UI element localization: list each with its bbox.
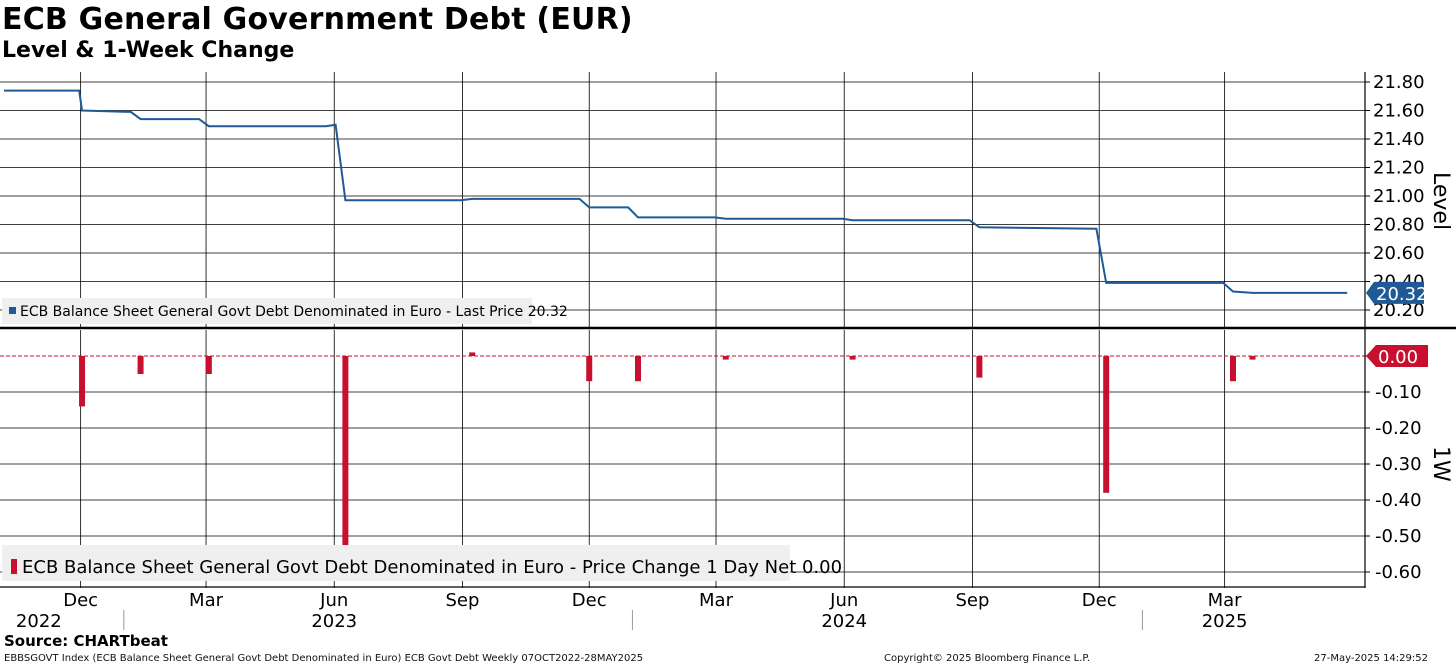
top-ytick-label: 20.20 xyxy=(1373,300,1425,321)
level-series-line xyxy=(4,89,1348,294)
change-bar xyxy=(1249,356,1256,360)
chart-subtitle: Level & 1-Week Change xyxy=(2,38,295,63)
x-year-label: 2023 xyxy=(311,611,357,632)
top-legend-text: ECB Balance Sheet General Govt Debt Deno… xyxy=(20,304,568,320)
x-month-label: Dec xyxy=(1082,590,1117,611)
top-ytick-label: 20.80 xyxy=(1373,215,1425,236)
last-value-tag-level xyxy=(1366,281,1424,304)
change-bar xyxy=(976,356,983,378)
bottom-ytick-label: -0.60 xyxy=(1375,562,1422,583)
x-month-label: Sep xyxy=(445,590,479,611)
top-ytick-label: 21.40 xyxy=(1373,129,1425,150)
x-month-label: Jun xyxy=(319,590,348,611)
x-month-label: Mar xyxy=(699,590,734,611)
change-bar xyxy=(1103,356,1110,493)
bottom-axis-title: 1W xyxy=(1428,446,1453,482)
source-label: Source: CHARTbeat xyxy=(4,632,168,650)
change-bar xyxy=(1229,356,1236,382)
change-bar xyxy=(342,356,349,547)
top-ytick-label: 21.00 xyxy=(1373,186,1425,207)
x-month-label: Dec xyxy=(572,590,607,611)
bottom-legend-text: ECB Balance Sheet General Govt Debt Deno… xyxy=(22,557,842,578)
footer-copyright: Copyright© 2025 Bloomberg Finance L.P. xyxy=(884,653,1091,664)
bottom-legend-swatch xyxy=(11,559,17,574)
change-bar xyxy=(849,356,856,360)
last-value-tag-change xyxy=(1366,345,1428,367)
bottom-ytick-label: -0.20 xyxy=(1375,418,1422,439)
x-month-label: Mar xyxy=(189,590,224,611)
change-bar xyxy=(205,356,212,374)
change-bar xyxy=(137,356,144,374)
x-month-label: Mar xyxy=(1208,590,1243,611)
top-legend-box xyxy=(2,298,532,324)
bottom-ytick-label: -0.40 xyxy=(1375,490,1422,511)
top-ytick-label: 21.60 xyxy=(1373,101,1425,122)
x-year-label: 2022 xyxy=(16,611,62,632)
last-value-label-change: 0.00 xyxy=(1378,347,1418,368)
top-axis-title: Level xyxy=(1428,172,1453,230)
change-bar xyxy=(586,356,593,382)
change-bar xyxy=(722,356,729,360)
x-year-label: 2024 xyxy=(821,611,867,632)
bottom-ytick-label: -0.30 xyxy=(1375,454,1422,475)
footer-ticker-description: EBBSGOVT Index (ECB Balance Sheet Genera… xyxy=(4,653,644,664)
top-legend-swatch xyxy=(9,307,16,314)
bottom-ytick-label: -0.10 xyxy=(1375,382,1422,403)
top-ytick-label: 20.60 xyxy=(1373,243,1425,264)
x-year-label: 2025 xyxy=(1202,611,1248,632)
bottom-legend-box xyxy=(2,545,790,581)
x-month-label: Sep xyxy=(955,590,989,611)
footer-timestamp: 27-May-2025 14:29:52 xyxy=(1314,653,1428,664)
change-bar xyxy=(79,356,86,407)
change-bar xyxy=(635,356,641,382)
bottom-ytick-label: -0.50 xyxy=(1375,526,1422,547)
top-ytick-label: 21.80 xyxy=(1373,72,1425,93)
change-bar xyxy=(469,352,476,356)
last-value-label-level: 20.32 xyxy=(1376,284,1428,305)
x-month-label: Jun xyxy=(829,590,858,611)
top-ytick-label: 21.20 xyxy=(1373,158,1425,179)
x-month-label: Dec xyxy=(63,590,98,611)
chart-title: ECB General Government Debt (EUR) xyxy=(2,2,633,37)
